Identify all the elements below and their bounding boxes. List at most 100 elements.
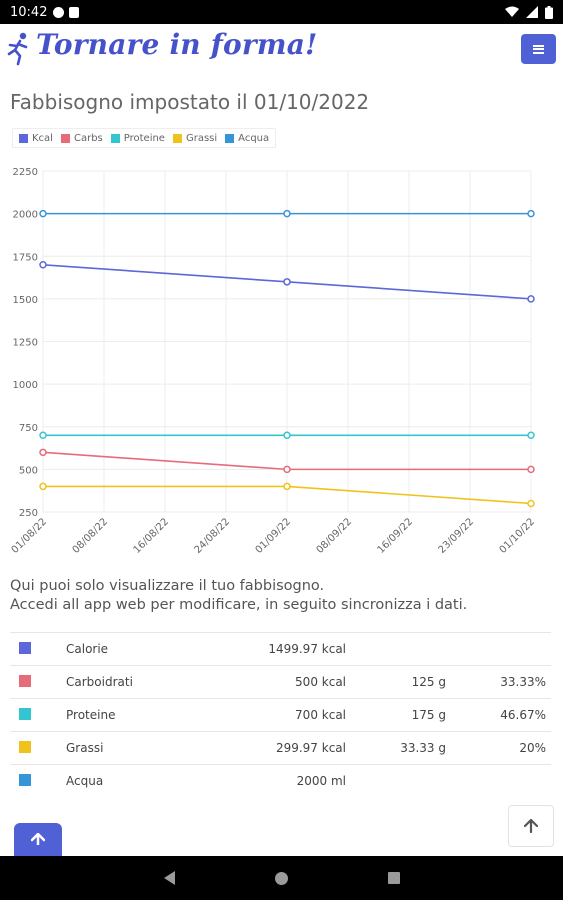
color-swatch	[19, 741, 31, 753]
y-tick-label: 1250	[13, 338, 38, 349]
grams-cell: 33.33 g	[400, 741, 446, 755]
battery-icon	[545, 5, 553, 19]
amount-cell: 1499.97 kcal	[268, 642, 346, 656]
sd-card-icon	[69, 6, 80, 18]
x-tick-label: 23/09/22	[437, 516, 477, 556]
chart-legend: Kcal Carbs Proteine Grassi Acqua	[12, 128, 277, 148]
data-point	[527, 499, 535, 508]
legend-item[interactable]: Kcal	[19, 133, 53, 144]
x-tick-label: 01/10/22	[498, 516, 538, 556]
nutrient-label: Carboidrati	[66, 675, 133, 689]
arrow-up-icon	[524, 819, 538, 833]
table-row: Proteine 700 kcal 175 g 46.67%	[10, 698, 551, 731]
legend-swatch	[225, 133, 235, 143]
legend-item[interactable]: Carbs	[60, 132, 103, 144]
y-tick-label: 2250	[13, 167, 38, 178]
y-tick-label: 1000	[13, 380, 38, 391]
data-point	[283, 209, 291, 218]
legend-swatch	[19, 133, 28, 143]
x-tick-label: 01/08/22	[10, 516, 50, 556]
y-tick-label: 1500	[13, 295, 38, 306]
amount-cell: 500 kcal	[295, 675, 346, 689]
color-swatch	[19, 642, 31, 654]
x-tick-label: 16/08/22	[132, 516, 172, 556]
color-swatch	[19, 774, 31, 786]
data-point	[283, 431, 291, 440]
grams-cell: 125 g	[411, 675, 446, 689]
data-point	[39, 482, 47, 491]
data-point	[39, 261, 47, 269]
signal-icon	[526, 6, 538, 18]
amount-cell: 2000 ml	[296, 774, 346, 788]
status-time: 10:42	[10, 4, 48, 20]
legend-swatch	[172, 133, 182, 143]
x-tick-label: 08/09/22	[315, 516, 355, 556]
menu-button[interactable]	[521, 34, 556, 64]
app-header: Tornare in forma!	[0, 24, 563, 78]
info-line-1: Qui puoi solo visualizzare il tuo fabbis…	[10, 578, 325, 594]
color-swatch	[19, 675, 31, 687]
page-title: Fabbisogno impostato il 01/10/2022	[10, 90, 370, 114]
status-bar: 10:42	[0, 0, 563, 24]
nutrition-line-chart: 250 500 750 1000 1250 1500 1750 2000 2250 01/08/2…	[10, 167, 538, 556]
table-row: Grassi 299.97 kcal 33.33 g 20%	[10, 731, 551, 764]
grams-cell: 175 g	[411, 708, 446, 722]
nav-back-icon[interactable]	[163, 871, 175, 885]
data-point	[527, 209, 535, 218]
x-tick-label: 24/08/22	[193, 516, 233, 556]
notification-icon	[53, 6, 65, 18]
data-point	[527, 431, 535, 440]
x-tick-label: 01/09/22	[254, 516, 294, 556]
amount-cell: 700 kcal	[295, 708, 346, 722]
x-tick-label: 08/08/22	[71, 516, 111, 556]
legend-swatch	[60, 133, 70, 143]
legend-label: Carbs	[73, 132, 103, 144]
x-tick-label: 16/09/22	[376, 516, 416, 556]
requirements-table: Calorie 1499.97 kcal Carboidrati 500 kcal 12…	[10, 632, 551, 797]
brand-title[interactable]: Tornare in forma!	[36, 28, 318, 61]
legend-label: Proteine	[123, 132, 165, 144]
runner-logo-icon[interactable]	[6, 32, 32, 66]
wifi-icon	[505, 6, 519, 17]
data-point	[39, 209, 47, 218]
legend-item[interactable]: Acqua	[225, 133, 269, 144]
nutrient-label: Proteine	[66, 708, 116, 722]
arrow-up-icon	[31, 833, 45, 845]
data-point	[283, 482, 291, 491]
y-tick-label: 750	[19, 423, 38, 434]
nutrient-label: Calorie	[66, 642, 109, 656]
y-tick-label: 2000	[13, 210, 38, 221]
nutrient-label: Acqua	[66, 774, 104, 788]
android-nav-bar	[0, 856, 563, 900]
data-point	[527, 465, 535, 474]
table-row: Carboidrati 500 kcal 125 g 33.33%	[10, 665, 551, 698]
y-tick-label: 1750	[13, 252, 38, 263]
data-point	[283, 278, 291, 286]
color-swatch	[19, 708, 31, 720]
data-point	[39, 448, 47, 457]
hamburger-menu-icon	[533, 44, 544, 54]
nutrient-label: Grassi	[66, 741, 104, 755]
y-tick-label: 500	[19, 465, 38, 476]
amount-cell: 299.97 kcal	[275, 741, 346, 755]
data-point	[39, 431, 47, 440]
nav-recents-icon[interactable]	[387, 872, 400, 884]
nav-home-icon[interactable]	[274, 871, 288, 885]
legend-label: Kcal	[32, 132, 53, 144]
table-row: Calorie 1499.97 kcal	[10, 632, 551, 665]
data-point	[527, 295, 535, 303]
info-line-2: Accedi all app web per modificare, in se…	[10, 597, 468, 613]
percent-cell: 20%	[519, 741, 546, 755]
y-tick-label: 250	[19, 508, 38, 519]
percent-cell: 46.67%	[500, 708, 546, 722]
back-to-top-button[interactable]	[508, 805, 554, 847]
legend-swatch	[110, 133, 120, 143]
legend-item[interactable]: Proteine	[110, 132, 165, 144]
table-row: Acqua 2000 ml	[10, 764, 551, 797]
data-point	[283, 465, 291, 474]
legend-label: Acqua	[238, 132, 270, 144]
legend-item[interactable]: Grassi	[172, 132, 218, 144]
percent-cell: 33.33%	[500, 675, 546, 689]
legend-label: Grassi	[185, 132, 218, 144]
info-text: Qui puoi solo visualizzare il tuo fabbis…	[10, 577, 467, 615]
